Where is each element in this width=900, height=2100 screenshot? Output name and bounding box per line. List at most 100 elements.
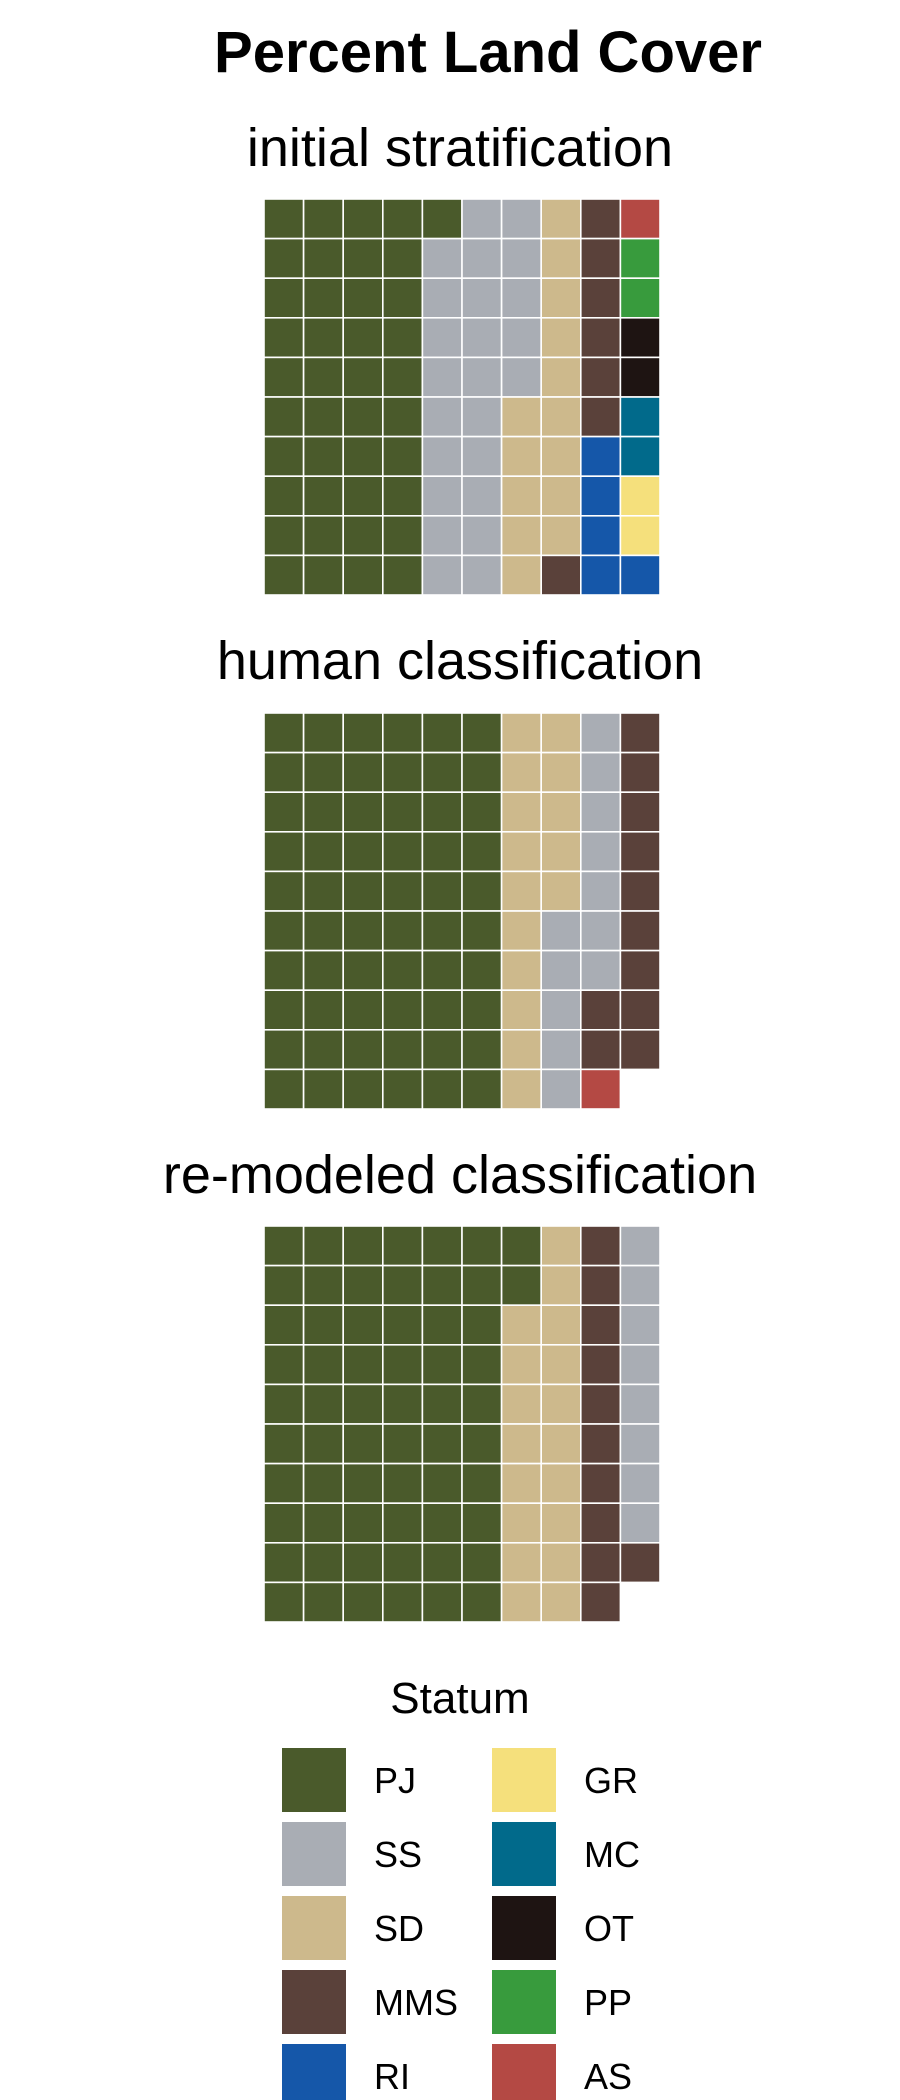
waffle-cell-pj — [263, 751, 305, 793]
legend-item-as: AS — [492, 2044, 632, 2100]
waffle-cell-pj — [421, 989, 463, 1031]
legend-label: MC — [584, 1834, 640, 1875]
waffle-cell-pj — [381, 514, 424, 557]
waffle-cell-sd — [500, 1542, 543, 1584]
waffle-cell-pj — [263, 949, 305, 991]
waffle-cell-pj — [381, 712, 424, 754]
waffle-cell-pj — [302, 514, 345, 557]
waffle-cell-pj — [302, 989, 345, 1031]
waffle-cell-pj — [302, 1304, 345, 1346]
waffle-cell-pj — [302, 791, 345, 833]
waffle-cell-sd — [540, 1383, 582, 1425]
waffle-cell-pj — [461, 1225, 503, 1267]
waffle-cell-pj — [381, 1068, 424, 1110]
waffle-cell-ri — [579, 475, 622, 517]
waffle-cell-pj — [263, 435, 305, 478]
waffle-cell-pj — [342, 1502, 384, 1544]
waffle-cell-pj — [461, 1029, 503, 1071]
waffle-cell-pj — [381, 356, 424, 398]
legend-item-pp: PP — [492, 1970, 632, 2034]
legend-label: OT — [584, 1908, 634, 1949]
waffle-cell-sd — [540, 1264, 582, 1306]
waffle-cell-ss — [421, 237, 463, 280]
waffle-cell-ss — [421, 277, 463, 319]
waffle-cell-ri — [579, 514, 622, 557]
waffle-cell-pj — [342, 198, 384, 240]
waffle-cell-ss — [461, 356, 503, 398]
waffle-cell-pj — [302, 1383, 345, 1425]
waffle-cell-pj — [302, 316, 345, 359]
waffle-cell-pj — [302, 1225, 345, 1267]
waffle-cell-pj — [342, 316, 384, 359]
waffle-cell-sd — [500, 910, 543, 952]
waffle-cell-pj — [421, 1581, 463, 1623]
legend-label: RI — [374, 2056, 410, 2097]
legend-item-ri: RI — [282, 2044, 410, 2100]
waffle-cell-ss — [540, 910, 582, 952]
waffle-cell-mms — [619, 830, 661, 873]
waffle-cell-pj — [381, 475, 424, 517]
waffle-cell-pj — [263, 910, 305, 952]
waffle-cell-pj — [381, 1029, 424, 1071]
waffle-cell-pj — [421, 1264, 463, 1306]
waffle-cell-sd — [500, 1502, 543, 1544]
waffle-cell-pj — [461, 1423, 503, 1465]
waffle-cell-pj — [461, 712, 503, 754]
waffle-cell-sd — [540, 475, 582, 517]
waffle-cell-ss — [421, 356, 463, 398]
waffle-cell-ss — [461, 475, 503, 517]
waffle-cell-pj — [342, 830, 384, 873]
waffle-cell-pj — [421, 1225, 463, 1267]
waffle-cell-pj — [302, 751, 345, 793]
waffle-cell-ss — [579, 830, 622, 873]
waffle-cell-pj — [342, 712, 384, 754]
waffle-cell-pj — [302, 198, 345, 240]
waffle-cell-pj — [381, 554, 424, 596]
waffle-cell-pj — [421, 712, 463, 754]
waffle-cell-ss — [540, 1068, 582, 1110]
waffle-cell-pj — [461, 1581, 503, 1623]
waffle-cell-sd — [540, 1542, 582, 1584]
waffle-cell-mms — [579, 316, 622, 359]
waffle-cell-mms — [619, 791, 661, 833]
waffle-cell-pj — [461, 1344, 503, 1386]
waffle-cell-pj — [381, 1423, 424, 1465]
waffle-cell-pj — [461, 1383, 503, 1425]
waffle-cell-sd — [540, 435, 582, 478]
waffle-cell-gr — [619, 475, 661, 517]
legend-item-ot: OT — [492, 1896, 634, 1960]
waffle-cell-ss — [461, 237, 503, 280]
legend-swatch — [492, 1970, 556, 2034]
waffle-cell-pj — [263, 1068, 305, 1110]
waffle-cell-pj — [500, 1225, 543, 1267]
waffle-cell-pj — [461, 1068, 503, 1110]
waffle-cell-mms — [619, 1542, 661, 1584]
waffle-cell-pj — [421, 1344, 463, 1386]
legend-label: SS — [374, 1834, 422, 1875]
waffle-cell-pj — [381, 1344, 424, 1386]
waffle-cell-mms — [579, 1423, 622, 1465]
waffle-cell-ss — [421, 316, 463, 359]
waffle-cell-mms — [579, 1502, 622, 1544]
waffle-cell-ss — [421, 554, 463, 596]
waffle-cell-pj — [302, 435, 345, 478]
waffle-cell-pj — [421, 1068, 463, 1110]
legend-item-mms: MMS — [282, 1970, 458, 2034]
waffle-cell-ss — [421, 514, 463, 557]
waffle-cell-pj — [381, 949, 424, 991]
waffle-cell-pj — [263, 1581, 305, 1623]
waffle-cell-pj — [263, 989, 305, 1031]
waffle-cell-mms — [579, 237, 622, 280]
waffle-cell-pj — [302, 1502, 345, 1544]
waffle-cell-pj — [381, 870, 424, 912]
waffle-cell-sd — [500, 1423, 543, 1465]
waffle-cell-pj — [342, 1423, 384, 1465]
waffle-cell-mc — [619, 435, 661, 478]
legend-label: PJ — [374, 1760, 416, 1801]
waffle-cell-ss — [461, 514, 503, 557]
legend-swatch — [492, 1896, 556, 1960]
waffle-panel: re-modeled classification — [163, 1145, 757, 1623]
waffle-cell-pj — [342, 356, 384, 398]
waffle-cell-mms — [579, 1304, 622, 1346]
waffle-cell-pj — [421, 1383, 463, 1425]
